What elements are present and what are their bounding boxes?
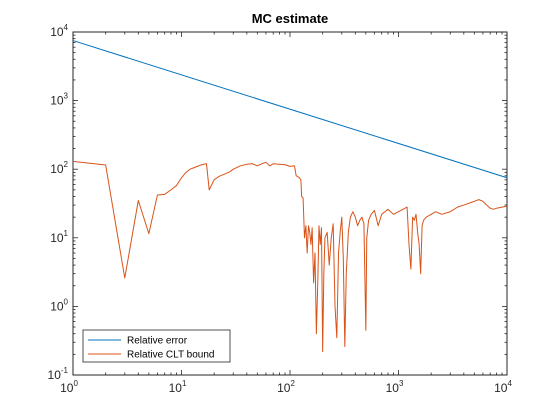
legend-label: Relative CLT bound [127,350,214,361]
x-tick-label: 103 [386,379,404,395]
y-tick-label: 103 [50,92,68,108]
y-tick-label: 10-1 [48,366,69,382]
x-axis: 100 101 102 103 104 [60,32,512,395]
x-tick-label: 104 [494,379,512,395]
series-line-relative-error [72,40,508,179]
x-tick-label: 102 [277,379,295,395]
legend-label: Relative error [127,336,188,347]
y-tick-label: 100 [50,297,68,313]
x-tick-label: 101 [169,379,187,395]
legend: Relative error Relative CLT bound [82,329,231,363]
y-tick-label: 101 [50,229,68,245]
chart-title: MC estimate [252,11,329,26]
y-axis: 10-1 100 101 102 103 104 [48,23,507,382]
series-line-relative-clt-bound [72,160,508,353]
x-tick-label: 100 [60,379,78,395]
series-group [72,40,508,353]
plot-area [72,31,508,376]
y-tick-label: 102 [50,160,68,176]
legend-box [82,329,231,363]
y-tick-label: 104 [50,23,68,39]
